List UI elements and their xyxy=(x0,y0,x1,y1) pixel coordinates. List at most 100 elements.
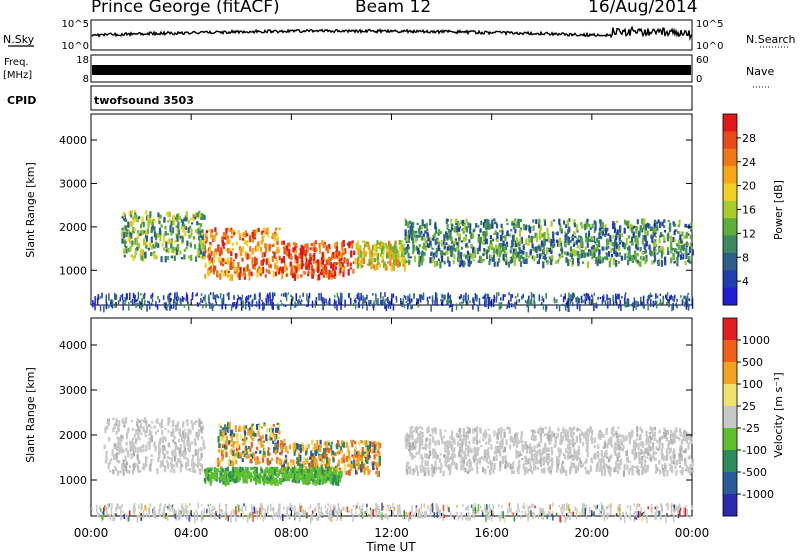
scatter-cell xyxy=(571,454,574,458)
scatter-cell xyxy=(215,467,218,471)
scatter-cell xyxy=(175,446,178,450)
scatter-cell xyxy=(280,445,283,450)
scatter-cell xyxy=(325,245,328,251)
scatter-cell xyxy=(582,432,586,439)
scatter-cell xyxy=(525,466,528,474)
scatter-cell xyxy=(331,450,334,455)
scatter-cell xyxy=(245,448,248,451)
scatter-cell xyxy=(566,444,569,449)
scatter-cell xyxy=(682,298,684,301)
scatter-cell xyxy=(224,424,227,430)
scatter-cell xyxy=(235,241,238,246)
scatter-cell xyxy=(325,475,328,478)
scatter-cell xyxy=(581,299,583,302)
scatter-cell xyxy=(368,258,371,266)
scatter-cell xyxy=(353,302,355,307)
scatter-cell xyxy=(170,457,173,463)
scatter-cell xyxy=(615,243,618,249)
scatter-cell xyxy=(306,444,309,448)
scatter-cell xyxy=(535,235,539,240)
scatter-cell xyxy=(496,292,498,298)
scatter-cell xyxy=(591,237,595,241)
scatter-cell xyxy=(292,264,295,268)
scatter-cell xyxy=(680,240,683,244)
scatter-cell xyxy=(228,456,231,459)
scatter-cell xyxy=(368,445,371,451)
scatter-cell xyxy=(137,430,140,437)
scatter-cell xyxy=(345,470,348,475)
cpid-label: CPID xyxy=(7,94,36,107)
scatter-cell xyxy=(550,238,553,246)
scatter-cell xyxy=(395,296,398,301)
scatter-cell xyxy=(119,296,121,302)
scatter-cell xyxy=(281,240,284,246)
scatter-cell xyxy=(489,464,492,471)
scatter-cell xyxy=(213,234,216,242)
scatter-cell xyxy=(355,470,358,475)
scatter-cell xyxy=(315,248,318,252)
scatter-cell xyxy=(483,295,486,300)
scatter-cell xyxy=(538,221,541,229)
scatter-cell xyxy=(214,251,217,258)
scatter-cell xyxy=(415,451,418,456)
scatter-cell xyxy=(234,467,237,470)
scatter-cell xyxy=(186,419,189,426)
scatter-cell xyxy=(596,260,599,267)
scatter-cell xyxy=(261,259,264,266)
scatter-cell xyxy=(338,451,341,454)
scatter-cell xyxy=(198,245,201,251)
scatter-cell xyxy=(492,468,495,474)
scatter-cell xyxy=(201,233,204,241)
scatter-cell xyxy=(219,437,223,442)
scatter-cell xyxy=(290,294,292,298)
scatter-cell xyxy=(640,256,643,261)
scatter-cell xyxy=(686,300,688,307)
scatter-cell xyxy=(624,294,626,301)
scatter-cell xyxy=(219,293,222,299)
scatter-cell xyxy=(650,457,653,462)
scatter-cell xyxy=(138,216,141,220)
scatter-cell xyxy=(245,468,248,474)
scatter-cell xyxy=(249,456,252,459)
scatter-cell xyxy=(426,460,429,467)
scatter-cell xyxy=(495,223,499,229)
scatter-cell xyxy=(447,299,449,304)
scatter-cell xyxy=(441,294,443,299)
scatter-cell xyxy=(522,244,525,248)
scatter-cell xyxy=(472,259,475,262)
scatter-cell xyxy=(511,304,513,308)
scatter-cell xyxy=(458,257,461,261)
scatter-cell xyxy=(493,251,496,255)
scatter-cell xyxy=(642,222,645,230)
scatter-cell xyxy=(664,259,667,266)
scatter-cell xyxy=(561,255,564,258)
scatter-cell xyxy=(487,428,490,431)
scatter-cell xyxy=(211,471,214,474)
scatter-cell xyxy=(270,434,273,438)
scatter-cell xyxy=(568,218,571,222)
scatter-cell xyxy=(485,293,487,297)
scatter-cell xyxy=(419,431,422,435)
scatter-cell xyxy=(645,240,648,247)
scatter-cell xyxy=(145,235,148,242)
scatter-cell xyxy=(543,219,547,226)
scatter-cell xyxy=(446,440,449,447)
scatter-cell xyxy=(485,304,487,308)
scatter-cell xyxy=(391,299,393,304)
scatter-cell xyxy=(645,257,648,263)
scatter-cell xyxy=(184,451,187,455)
scatter-cell xyxy=(403,295,406,298)
scatter-cell xyxy=(105,301,108,309)
scatter-cell xyxy=(180,436,184,442)
scatter-cell xyxy=(147,247,150,251)
scatter-cell xyxy=(628,460,631,463)
scatter-cell xyxy=(465,218,468,224)
scatter-cell xyxy=(336,304,338,311)
scatter-cell xyxy=(319,445,322,452)
scatter-cell xyxy=(232,450,235,457)
scatter-cell xyxy=(580,241,583,248)
scatter-cell xyxy=(353,299,356,303)
scatter-cell xyxy=(523,468,526,476)
scatter-cell xyxy=(147,433,151,436)
scatter-cell xyxy=(369,458,372,461)
